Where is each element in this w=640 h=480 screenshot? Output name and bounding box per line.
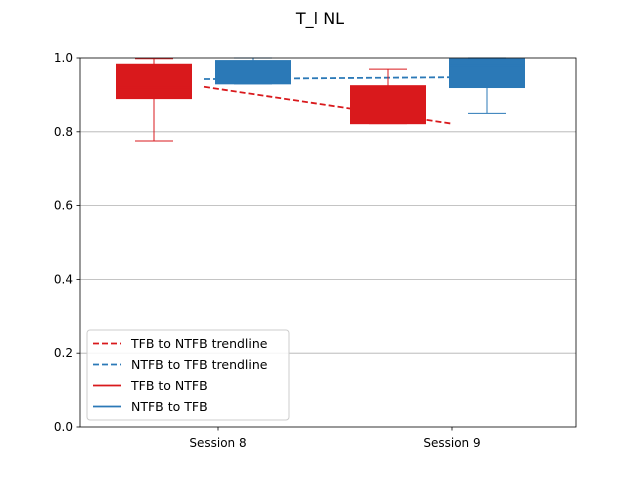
y-tick-label: 1.0: [54, 51, 73, 65]
y-tick-label: 0.4: [54, 272, 73, 286]
legend-label: NTFB to TFB trendline: [131, 357, 268, 372]
legend-label: TFB to NTFB trendline: [130, 336, 268, 351]
axis-ticks: 0.0 0.2 0.4 0.6 0.8 1.0 Session 8 Session 9: [54, 51, 481, 450]
y-tick-label: 0.6: [54, 199, 73, 213]
box-body: [449, 58, 525, 89]
axes-frame: [79, 57, 577, 428]
legend-box: [86, 329, 290, 421]
box-body: [350, 85, 426, 125]
x-tick-label: Session 8: [189, 436, 246, 450]
boxes: [116, 57, 525, 142]
legend: TFB to NTFB trendline NTFB to TFB trendli…: [86, 329, 290, 421]
legend-label: NTFB to TFB: [131, 399, 208, 414]
box-body: [116, 63, 192, 100]
y-tick-label: 0.0: [54, 420, 73, 434]
y-tick-label: 0.8: [54, 125, 73, 139]
chart-title: T_l NL: [295, 9, 344, 29]
y-tick-label: 0.2: [54, 346, 73, 360]
x-tick-label: Session 9: [423, 436, 480, 450]
legend-label: TFB to NTFB: [130, 378, 208, 393]
